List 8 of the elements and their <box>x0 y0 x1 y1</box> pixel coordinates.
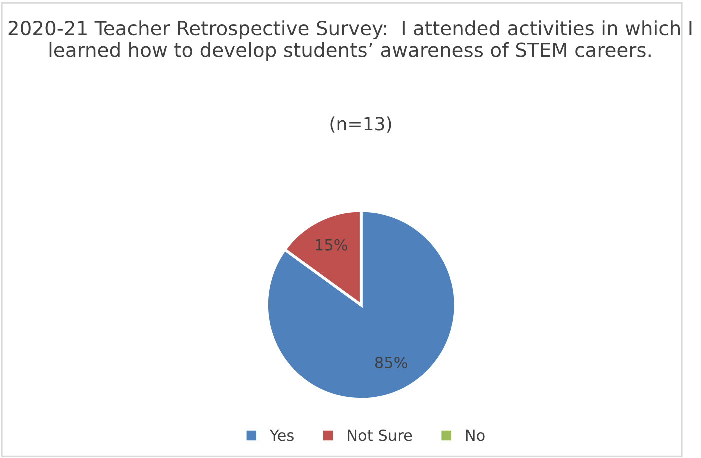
legend-label: Yes <box>270 430 294 442</box>
legend-label: No <box>466 430 485 442</box>
chart-title: 2020-21 Teacher Retrospective Survey: I attended activities in which I learned how to develop students’ awareness of STEM careers. <box>8 20 692 62</box>
data-label: 85% <box>375 356 408 369</box>
legend-label: Not Sure <box>348 430 412 442</box>
chart-subtitle: (n=13) <box>330 116 392 133</box>
pie-slice <box>266 210 458 401</box>
data-label: 15% <box>316 239 348 251</box>
